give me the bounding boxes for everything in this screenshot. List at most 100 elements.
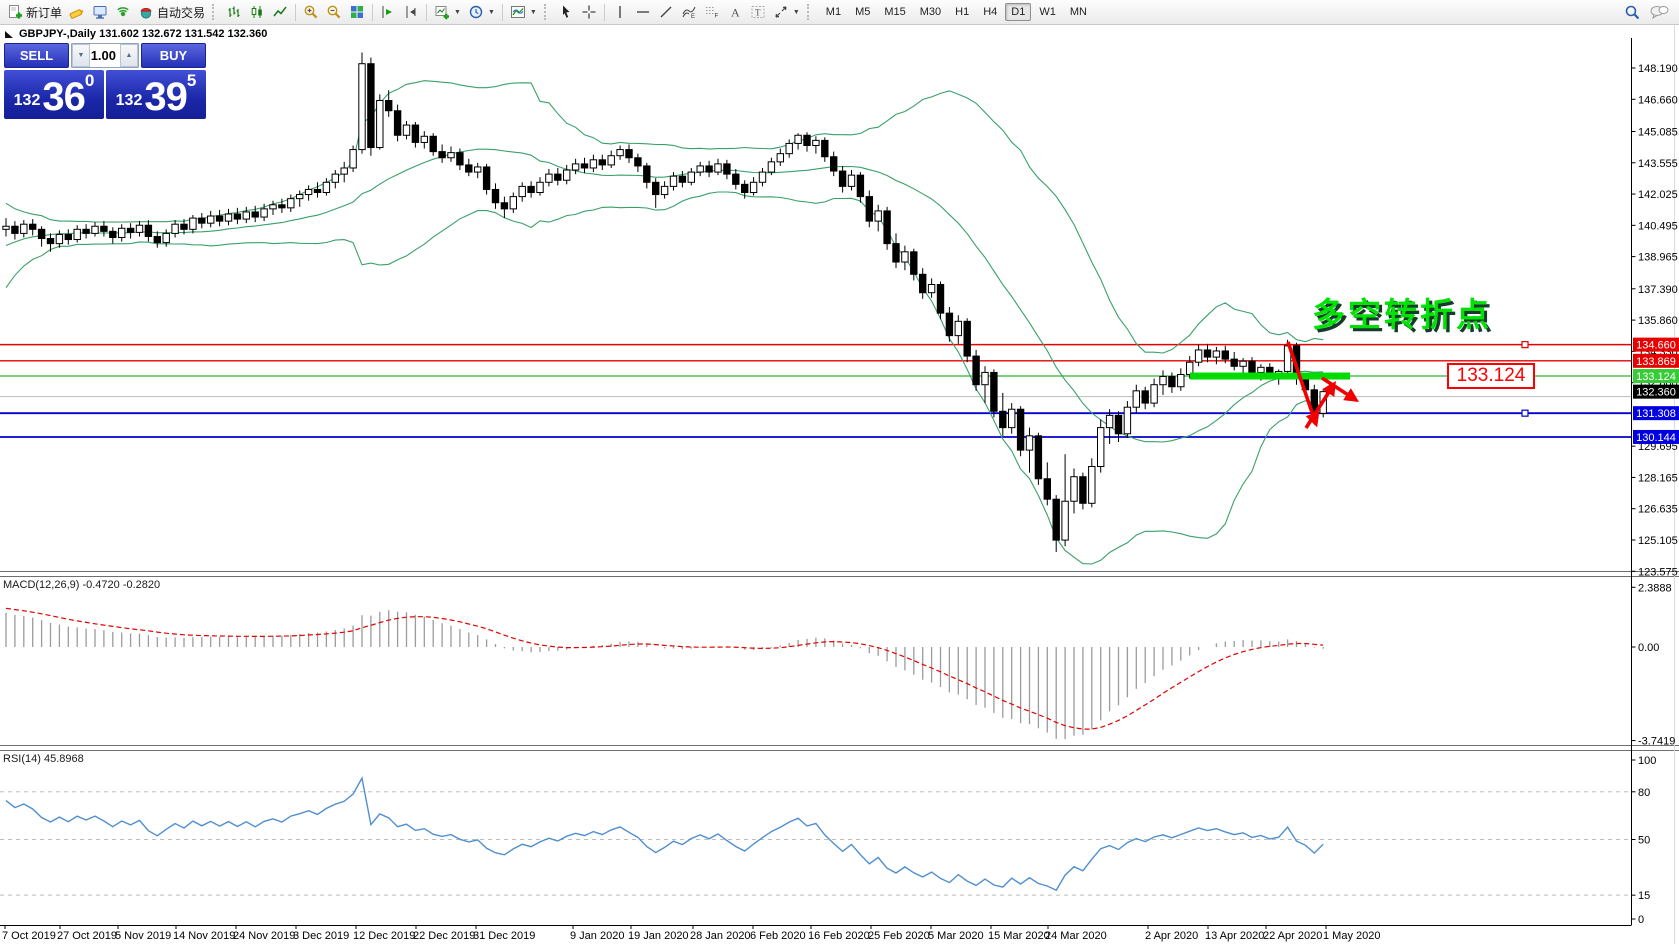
trade-idea-arrows[interactable]: [1286, 341, 1360, 429]
new-chart-icon: [435, 6, 450, 20]
chart-title: GBPJPY-,Daily 131.602 132.672 131.542 13…: [19, 27, 268, 40]
chart-frame-icon: [510, 6, 525, 18]
toolbar-grip: [543, 4, 551, 20]
svg-text:142.025: 142.025: [1638, 189, 1678, 201]
timeframe-H1[interactable]: H1: [955, 6, 970, 18]
svg-text:9 Jan 2020: 9 Jan 2020: [570, 930, 624, 942]
chart-shift-icon: [382, 6, 393, 18]
zoom-in-button[interactable]: [300, 2, 322, 23]
horizontal-level-lines[interactable]: [0, 341, 1632, 438]
volume-decrease-button[interactable]: ▼: [72, 44, 90, 67]
buy-button[interactable]: BUY: [141, 43, 206, 68]
channel-icon: E: [682, 6, 696, 20]
equidistant-channel-button[interactable]: E: [678, 2, 700, 23]
fibonacci-button[interactable]: F: [701, 2, 723, 23]
svg-text:13 Apr 2020: 13 Apr 2020: [1205, 930, 1264, 942]
timeframe-bar: M1 M5 M15 M30 H1 H4 D1 W1 MN: [820, 3, 1093, 21]
volume-increase-button[interactable]: ▲: [120, 44, 138, 67]
svg-text:2 Apr 2020: 2 Apr 2020: [1145, 930, 1198, 942]
timeframe-MN[interactable]: MN: [1069, 6, 1087, 18]
timeframe-M1[interactable]: M1: [825, 6, 842, 18]
horizontal-line-button[interactable]: [632, 2, 654, 23]
shapes-icon: [775, 6, 787, 18]
chart-candles-button[interactable]: [246, 2, 268, 23]
search-symbols-icon[interactable]: [1624, 4, 1641, 21]
crayon-icon: [69, 9, 84, 19]
sell-price-pips: 36: [42, 75, 85, 119]
crosshair-button[interactable]: [578, 2, 600, 23]
tile-windows-button[interactable]: [346, 2, 368, 23]
price-tag-133.124: 133.124: [1633, 369, 1679, 384]
price-axis[interactable]: 148.190 146.660 145.085 143.555 142.025 140.4…: [0, 25, 1678, 944]
svg-text:126.635: 126.635: [1638, 504, 1678, 516]
new-order-label: 新订单: [26, 5, 63, 20]
terminal-button[interactable]: [89, 2, 111, 23]
svg-text:31 Dec 2019: 31 Dec 2019: [473, 930, 535, 942]
text-label-button[interactable]: T: [747, 2, 769, 23]
one-click-trading-panel: SELL ▼ 1.00 ▲ BUY 132 36 0 132 39 5: [4, 43, 206, 119]
cursor-icon: [562, 5, 570, 18]
auto-scroll-icon: [406, 6, 416, 18]
zoom-out-button[interactable]: [323, 2, 345, 23]
svg-text:137.390: 137.390: [1638, 284, 1678, 296]
trendline-button[interactable]: [655, 2, 677, 23]
autotrading-label: 自动交易: [157, 5, 206, 20]
profiles-button[interactable]: ▼: [465, 2, 498, 23]
price-level-label[interactable]: 133.124: [1447, 363, 1535, 389]
svg-text:146.660: 146.660: [1638, 94, 1678, 106]
vertical-line-button[interactable]: [609, 2, 631, 23]
timeframe-W1[interactable]: W1: [1039, 6, 1056, 18]
volume-input[interactable]: 1.00: [90, 48, 116, 63]
svg-text:14 Nov 2019: 14 Nov 2019: [173, 930, 235, 942]
svg-text:25 Feb 2020: 25 Feb 2020: [868, 930, 930, 942]
chart-line-button[interactable]: [269, 2, 291, 23]
buy-price-button[interactable]: 132 39 5: [106, 70, 206, 119]
svg-text:148.190: 148.190: [1638, 63, 1678, 75]
svg-text:5 Nov 2019: 5 Nov 2019: [115, 930, 171, 942]
timeframe-M5[interactable]: M5: [855, 6, 871, 18]
main-toolbar: 新订单 自动交易 ▼ ▼: [0, 0, 1679, 25]
indicators-button[interactable]: ▼: [507, 2, 540, 23]
horizontal-line-icon: [636, 11, 649, 13]
zoom-out-icon: [327, 5, 341, 19]
new-order-icon: [9, 5, 22, 19]
svg-text:133.869: 133.869: [1636, 356, 1676, 368]
metaeditor-button[interactable]: [66, 2, 88, 23]
svg-text:0.00: 0.00: [1638, 642, 1659, 654]
new-order-button[interactable]: 新订单: [4, 2, 65, 23]
auto-scroll-button[interactable]: [400, 2, 422, 23]
sell-button[interactable]: SELL: [4, 43, 69, 68]
svg-text:22 Apr 2020: 22 Apr 2020: [1263, 930, 1322, 942]
chart-bars-button[interactable]: [223, 2, 245, 23]
svg-text:0: 0: [1638, 914, 1644, 926]
text-label-icon: T: [751, 6, 765, 18]
cursor-button[interactable]: [555, 2, 577, 23]
panel-splitter[interactable]: [0, 571, 1679, 577]
svg-text:125.105: 125.105: [1638, 535, 1678, 547]
timeframe-H4[interactable]: H4: [983, 6, 998, 18]
turning-point-zone-bar[interactable]: [1190, 372, 1350, 380]
timeframe-M30[interactable]: M30: [919, 6, 942, 18]
toolbar-separator: [603, 3, 605, 21]
candles-chart-icon: [251, 6, 262, 18]
new-chart-button[interactable]: ▼: [431, 2, 464, 23]
turning-point-annotation[interactable]: 多空转折点: [1312, 296, 1492, 333]
text-button[interactable]: A: [724, 2, 746, 23]
chart-shift-button[interactable]: [377, 2, 399, 23]
sell-price-button[interactable]: 132 36 0: [4, 70, 104, 119]
timeframe-M15[interactable]: M15: [884, 6, 906, 18]
buy-price-point: 5: [186, 71, 197, 90]
signals-button[interactable]: [112, 2, 134, 23]
buy-price-pips: 39: [144, 75, 187, 119]
timeframe-D1[interactable]: D1: [1005, 3, 1032, 21]
arrows-shapes-button[interactable]: ▼: [770, 2, 803, 23]
chat-icon[interactable]: [1649, 4, 1669, 20]
svg-text:15: 15: [1638, 890, 1650, 902]
svg-text:3 Dec 2019: 3 Dec 2019: [293, 930, 349, 942]
panel-splitter[interactable]: [0, 745, 1679, 751]
autotrading-button[interactable]: 自动交易: [135, 2, 208, 23]
sell-price-point: 0: [84, 71, 95, 90]
